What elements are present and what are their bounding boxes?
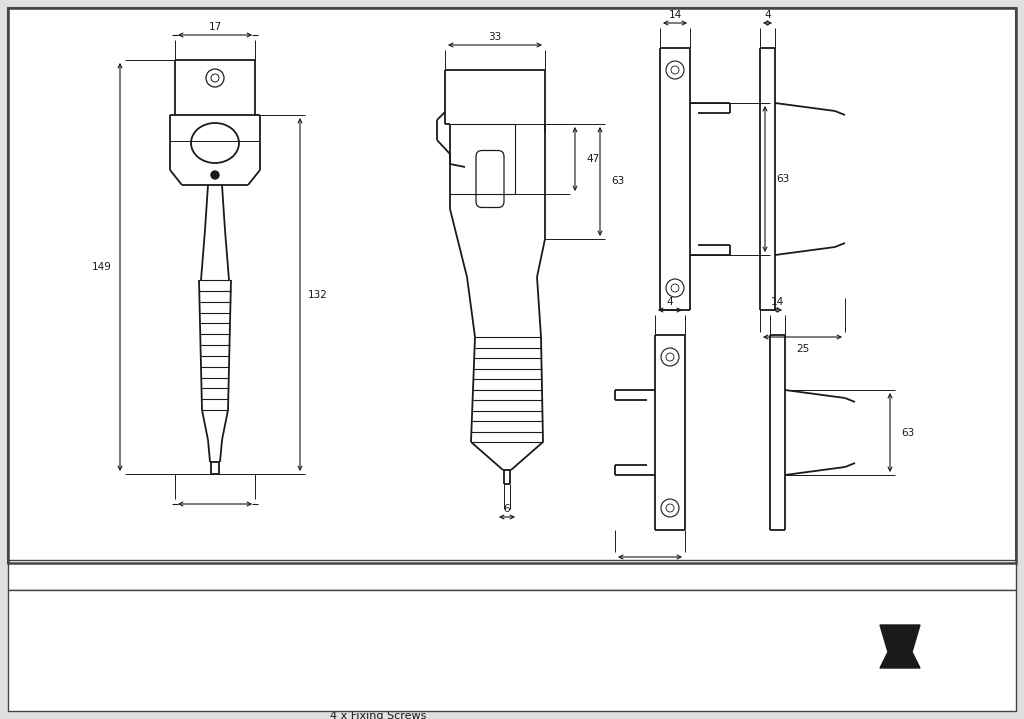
Bar [8,560,1016,590]
Text: 4 x Fixing Screws: 4 x Fixing Screws [330,711,426,719]
Text: Polished Nickel: Polished Nickel [115,679,199,689]
Text: Fixing Screws: Fixing Screws [570,598,650,611]
Text: 1 x RH Keep: 1 x RH Keep [330,654,397,664]
Text: 1 x Steel Allen Key: 1 x Steel Allen Key [330,692,434,702]
Bar [8,590,1016,711]
Text: 4: 4 [667,297,674,307]
Text: 17: 17 [208,22,221,32]
Text: Stainless Steel: Stainless Steel [660,701,742,711]
Text: 149: 149 [92,262,112,272]
Circle shape [211,171,219,179]
Text: Type:: Type: [570,657,599,667]
Bar [8,8,1016,563]
Text: Finish:: Finish: [18,679,53,689]
Text: Countersunk Raised Head: Countersunk Raised Head [660,657,805,667]
Text: Description:: Description: [18,657,85,667]
Text: 14: 14 [771,297,784,307]
Text: Product Code:: Product Code: [18,635,96,645]
Text: 25: 25 [796,344,809,354]
Text: Finish:: Finish: [570,679,605,689]
Text: 33: 33 [488,32,502,42]
Text: 83911: 83911 [115,635,151,645]
Text: 1 x LH Keep: 1 x LH Keep [330,673,396,683]
Text: Stainless Steel: Stainless Steel [660,679,742,689]
Text: Gauge 8 x 3/4” (4mm x 19mm): Gauge 8 x 3/4” (4mm x 19mm) [660,635,836,645]
Text: Base Material:: Base Material: [18,701,97,711]
Text: 63: 63 [776,174,790,184]
Bar [8,8,1016,563]
Text: 47: 47 [587,154,600,164]
Text: Pack Contents: Pack Contents [330,598,414,611]
Text: 63: 63 [901,428,914,437]
Text: 4: 4 [764,10,771,20]
Text: 25: 25 [643,564,656,574]
Text: 132: 132 [308,290,328,300]
Text: From the: From the [936,603,980,613]
Polygon shape [880,625,920,668]
Text: 14: 14 [669,10,682,20]
Text: Please Note, due to the hand crafted nature of our products all measurements are: Please Note, due to the hand crafted nat… [18,570,677,580]
Text: 6: 6 [504,504,510,514]
Text: 63: 63 [611,176,625,186]
Text: www.fromtheanvil.co.uk: www.fromtheanvil.co.uk [903,690,1013,700]
Text: 1 x Fastener: 1 x Fastener [330,635,398,645]
Text: Brass: Brass [115,701,145,711]
Text: Base Material:: Base Material: [570,701,650,711]
Text: ®: ® [985,630,995,640]
Text: Night Vent Reeded Fastener - Locking: Night Vent Reeded Fastener - Locking [115,657,325,667]
Text: Size:: Size: [570,635,597,645]
Text: Product Information: Product Information [18,598,135,611]
Text: Anvil: Anvil [902,636,1014,674]
